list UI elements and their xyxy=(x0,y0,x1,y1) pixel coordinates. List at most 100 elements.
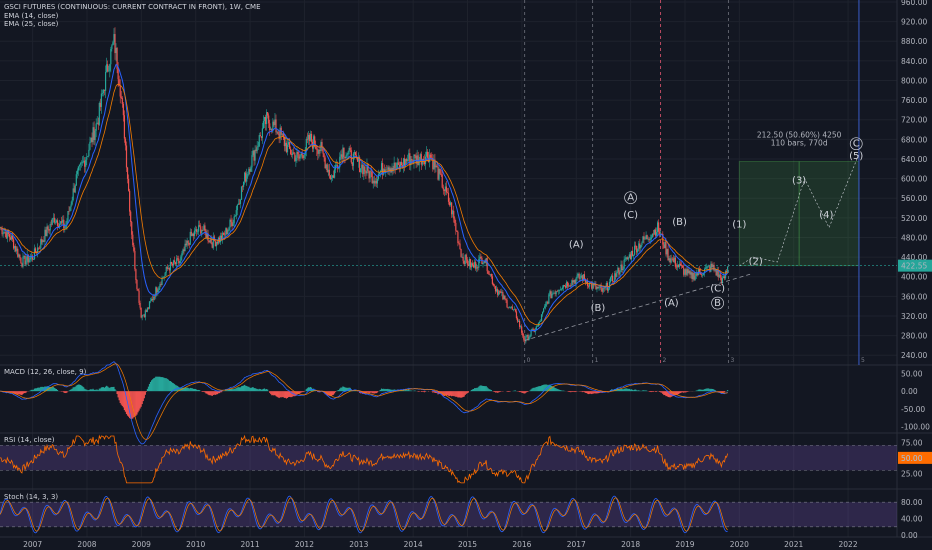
macd-hist xyxy=(368,391,370,394)
candle-body xyxy=(5,232,7,239)
candle-body xyxy=(103,89,106,91)
macd-hist xyxy=(30,389,32,392)
candle-body xyxy=(670,258,672,263)
macd-hist xyxy=(106,385,108,392)
candle-body xyxy=(340,154,342,157)
macd-hist xyxy=(631,389,634,392)
macd-hist xyxy=(225,390,227,392)
candle-body xyxy=(43,240,45,242)
candle-body xyxy=(31,255,34,260)
x-tick-label: 2021 xyxy=(784,540,803,549)
macd-hist xyxy=(592,391,594,394)
candle-body xyxy=(186,240,188,246)
macd-hist xyxy=(571,391,573,392)
candle-body xyxy=(438,168,440,180)
macd-hist xyxy=(586,391,589,394)
candle-body xyxy=(152,298,154,300)
macd-hist xyxy=(259,389,261,392)
candle-body xyxy=(676,264,679,268)
macd-hist xyxy=(438,391,440,394)
candle-body xyxy=(690,272,692,275)
macd-hist xyxy=(129,391,131,419)
macd-hist xyxy=(230,388,232,392)
candle-body xyxy=(237,203,239,205)
macd-hist xyxy=(217,391,220,394)
candle-body xyxy=(99,102,101,107)
x-tick-label: 2018 xyxy=(621,540,640,549)
candle-body xyxy=(514,309,517,312)
candle-body xyxy=(674,257,676,267)
macd-hist xyxy=(7,391,9,393)
time-axis[interactable]: 2007 2008 2009 2010 2011 2012 2013 2014 2015 2016… xyxy=(23,540,858,549)
candle-body xyxy=(625,257,627,259)
candle-body xyxy=(576,275,578,279)
y-tick-label: 560.00 xyxy=(901,194,927,203)
candle-body xyxy=(326,164,328,172)
macd-hist xyxy=(471,389,474,392)
wave-label: C xyxy=(853,139,860,150)
candle-body xyxy=(388,167,390,172)
wave-label: (3) xyxy=(792,176,806,187)
macd-hist xyxy=(480,385,482,392)
macd-hist xyxy=(95,389,97,392)
macd-hist xyxy=(308,387,311,392)
candle-body xyxy=(582,274,584,281)
candle-body xyxy=(683,267,685,275)
stoch-tick: 40.00 xyxy=(901,515,923,524)
candle-body xyxy=(685,269,687,275)
candle-body xyxy=(483,261,485,264)
macd-hist xyxy=(534,387,536,392)
macd-hist xyxy=(413,390,415,392)
macd-hist xyxy=(146,388,149,392)
macd-hist xyxy=(150,380,153,392)
candle-body xyxy=(475,261,477,269)
macd-hist xyxy=(55,389,58,392)
macd-hist xyxy=(154,377,156,392)
macd-hist xyxy=(205,391,207,394)
macd-hist xyxy=(707,388,709,392)
candle-body xyxy=(234,215,236,217)
macd-hist xyxy=(621,389,623,392)
x-tick-label: 2014 xyxy=(404,540,423,549)
candle-body xyxy=(255,149,257,152)
macd-hist xyxy=(290,391,292,398)
macd-hist xyxy=(477,387,479,392)
macd-hist xyxy=(331,391,334,396)
candle-body xyxy=(544,306,546,309)
candle-body xyxy=(2,233,4,235)
candle-body xyxy=(348,147,350,152)
candle-body xyxy=(540,314,543,322)
macd-hist xyxy=(559,390,561,392)
price-axis[interactable]: 960.00 920.00 880.00 840.00 800.00 760.00 720.… xyxy=(901,0,927,360)
macd-hist xyxy=(390,389,392,392)
wave-label: B xyxy=(714,298,721,309)
macd-hist xyxy=(218,391,221,394)
candle-body xyxy=(711,263,713,267)
macd-hist xyxy=(649,391,651,392)
candle-body xyxy=(695,273,697,277)
macd-hist xyxy=(543,384,545,392)
candle-body xyxy=(420,154,422,165)
macd-hist xyxy=(507,391,509,392)
candle-body xyxy=(328,169,330,176)
macd-hist xyxy=(209,391,211,396)
candle-body xyxy=(52,217,54,219)
candle-body xyxy=(372,180,374,184)
candle-body xyxy=(3,232,5,234)
rsi-line xyxy=(0,434,729,484)
macd-hist xyxy=(86,389,88,392)
candle-body xyxy=(314,136,316,147)
candle-body xyxy=(235,210,237,216)
candle-body xyxy=(155,287,157,297)
candle-body xyxy=(548,294,550,304)
candle-body xyxy=(403,158,406,166)
candle-body xyxy=(193,230,196,236)
candle-body xyxy=(459,243,461,249)
candle-body xyxy=(14,245,16,249)
macd-hist xyxy=(388,389,390,392)
candle-body xyxy=(192,233,195,236)
candle-body xyxy=(154,296,156,298)
candle-body xyxy=(309,133,312,141)
macd-hist xyxy=(637,390,639,392)
